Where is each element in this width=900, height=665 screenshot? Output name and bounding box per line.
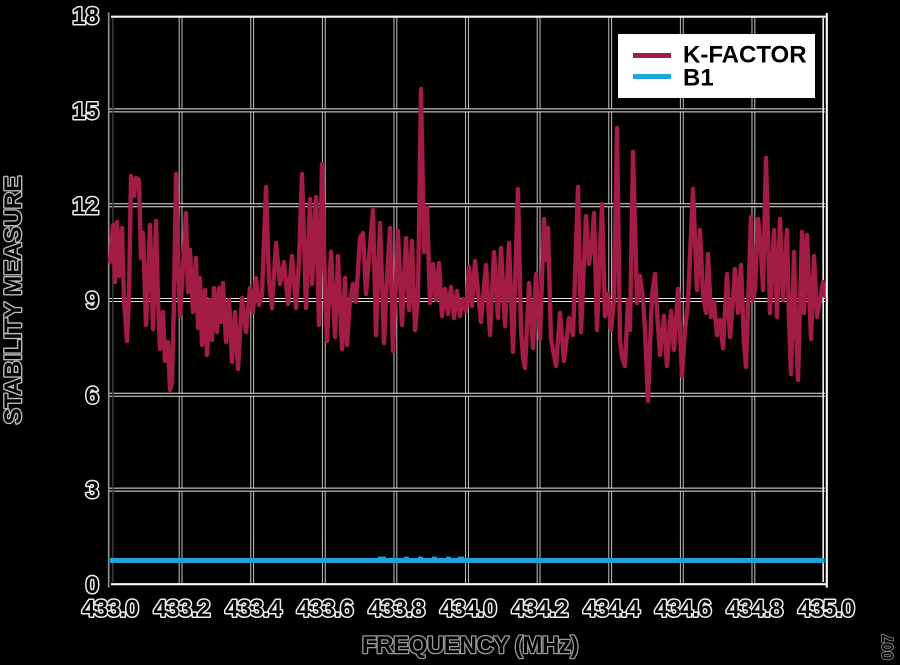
svg-text:18: 18 — [72, 3, 99, 30]
svg-text:3: 3 — [86, 477, 99, 504]
svg-text:433.6: 433.6 — [297, 596, 354, 623]
svg-text:434.0: 434.0 — [440, 596, 497, 623]
svg-text:433.2: 433.2 — [154, 596, 211, 623]
svg-text:434.6: 434.6 — [655, 596, 712, 623]
svg-text:6: 6 — [86, 382, 99, 409]
svg-text:434.4: 434.4 — [583, 596, 641, 623]
svg-text:12: 12 — [72, 193, 99, 220]
svg-text:434.8: 434.8 — [726, 596, 783, 623]
svg-text:434.2: 434.2 — [512, 596, 569, 623]
svg-text:433.0: 433.0 — [82, 596, 139, 623]
svg-text:15: 15 — [72, 98, 99, 125]
svg-text:9: 9 — [86, 288, 99, 315]
svg-text:433.8: 433.8 — [368, 596, 425, 623]
svg-text:K-FACTOR: K-FACTOR — [683, 42, 807, 69]
svg-text:B1: B1 — [683, 65, 714, 92]
svg-text:0: 0 — [86, 572, 99, 599]
svg-text:STABILITY MEASURE: STABILITY MEASURE — [0, 176, 27, 424]
svg-text:433.4: 433.4 — [225, 596, 283, 623]
svg-text:007: 007 — [880, 634, 897, 660]
svg-text:435.0: 435.0 — [798, 596, 855, 623]
svg-text:FREQUENCY (MHz): FREQUENCY (MHz) — [362, 632, 578, 659]
